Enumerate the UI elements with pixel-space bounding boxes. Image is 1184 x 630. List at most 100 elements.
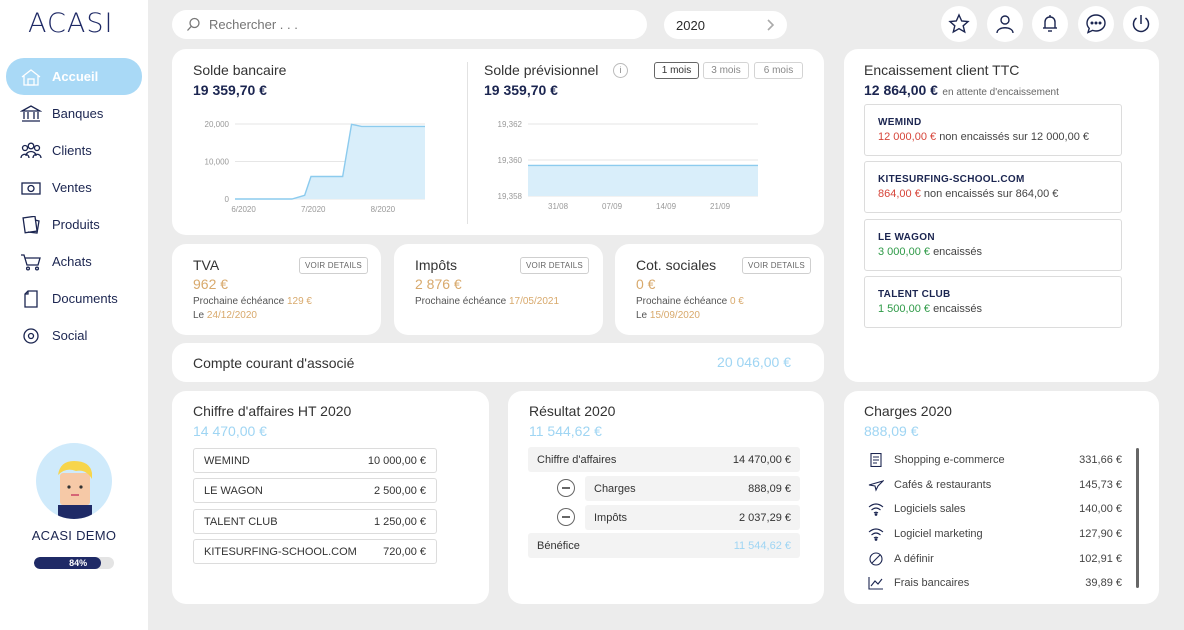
sidebar-item-clients[interactable]: Clients (6, 132, 142, 169)
tab-1-mois[interactable]: 1 mois (654, 62, 699, 79)
list-item[interactable]: Frais bancaires 39,89 € (868, 573, 1122, 593)
search-input[interactable] (209, 17, 609, 32)
x-tick-label: 31/08 (548, 202, 569, 211)
avatar[interactable] (36, 443, 112, 519)
row-name: TALENT CLUB (204, 515, 278, 528)
encaissement-title: Encaissement client TTC (864, 62, 1020, 78)
sidebar-item-label: Documents (52, 291, 118, 306)
row-value: 10 000,00 € (367, 454, 426, 467)
list-item[interactable]: LE WAGON 3 000,00 € encaissés (864, 219, 1122, 271)
list-item[interactable]: Shopping e-commerce 331,66 € (868, 450, 1122, 470)
row-value: 1 250,00 € (374, 515, 426, 528)
impots-echeance-value: 17/05/2021 (508, 296, 560, 307)
cot-date-label: Le (636, 310, 648, 321)
chevron-right-icon[interactable] (765, 19, 775, 31)
profile-name: ACASI DEMO (31, 528, 117, 543)
account-button[interactable] (987, 6, 1023, 42)
list-item[interactable]: TALENT CLUB 1 500,00 € encaissés (864, 276, 1122, 328)
tva-details-button[interactable]: VOIR DETAILS (299, 257, 368, 274)
y-tick-label: 19,360 (498, 156, 523, 165)
client-name: LE WAGON (878, 232, 935, 243)
benefice-label: Bénéfice (537, 539, 580, 552)
sidebar-item-ventes[interactable]: Ventes (6, 169, 142, 206)
sidebar-item-label: Banques (52, 106, 104, 121)
impots-echeance-label: Prochaine échéance (415, 296, 507, 307)
sidebar-item-social[interactable]: Social (6, 317, 142, 354)
logout-button[interactable] (1123, 6, 1159, 42)
ca-label: Chiffre d'affaires (537, 453, 617, 466)
area-fill (235, 124, 425, 199)
wifi-icon (868, 503, 884, 516)
tva-title: TVA (193, 257, 220, 273)
list-item[interactable]: Cafés & restaurants 145,73 € (868, 475, 1122, 495)
list-item[interactable]: WEMIND 12 000,00 € non encaissés sur 12 0… (864, 104, 1122, 156)
encaissement-total: 12 864,00 € en attente d'encaissement (864, 82, 1059, 100)
messages-button[interactable] (1078, 6, 1114, 42)
row-name: LE WAGON (204, 484, 263, 497)
list-item[interactable]: A définir 102,91 € (868, 549, 1122, 569)
tab-3-mois[interactable]: 3 mois (703, 62, 749, 79)
charge-value: 145,73 € (1079, 479, 1122, 491)
client-status: non encaissés sur 12 000,00 € (939, 131, 1090, 143)
table-row[interactable]: TALENT CLUB 1 250,00 € (193, 509, 437, 534)
minus-icon (557, 508, 575, 526)
cash-icon (21, 181, 41, 195)
tva-card (172, 244, 381, 335)
year-value: 2020 (676, 17, 705, 33)
favorites-button[interactable] (941, 6, 977, 42)
divider (467, 62, 468, 224)
home-icon (21, 68, 41, 86)
compte-courant-card[interactable] (172, 343, 824, 382)
table-row[interactable]: LE WAGON 2 500,00 € (193, 478, 437, 503)
sidebar-item-label: Clients (52, 143, 92, 158)
notifications-button[interactable] (1032, 6, 1068, 42)
list-item[interactable]: Logiciel marketing 127,90 € (868, 524, 1122, 544)
table-row[interactable]: KITESURFING-SCHOOL.COM 720,00 € (193, 539, 437, 564)
tab-6-mois[interactable]: 6 mois (754, 62, 803, 79)
list-item[interactable]: Logiciels sales 140,00 € (868, 499, 1122, 519)
receipt-icon (870, 453, 882, 467)
table-row: Impôts 2 037,29 € (585, 505, 800, 530)
list-item[interactable]: KITESURFING-SCHOOL.COM 864,00 € non encai… (864, 161, 1122, 213)
client-status: encaissés (933, 303, 982, 315)
cot-sociales-value: 0 € (636, 276, 656, 292)
charge-value: 102,91 € (1079, 553, 1122, 565)
power-icon (1132, 15, 1150, 33)
wifi-icon (868, 528, 884, 541)
search-bar[interactable] (172, 10, 647, 39)
bell-icon (1043, 15, 1057, 32)
avatar-illustration (58, 461, 92, 519)
tva-date: Le 24/12/2020 (193, 310, 257, 321)
impots-details-button[interactable]: VOIR DETAILS (520, 257, 589, 274)
scrollbar[interactable] (1136, 448, 1139, 588)
charge-name: Shopping e-commerce (894, 454, 1005, 466)
solde-card (172, 49, 824, 235)
y-tick-label: 20,000 (205, 120, 230, 129)
charge-name: Cafés & restaurants (894, 479, 992, 491)
charges-value: 888,09 € (748, 482, 791, 495)
sidebar-item-accueil[interactable]: Accueil (6, 58, 142, 95)
sidebar-item-documents[interactable]: Documents (6, 280, 142, 317)
cart-icon (21, 253, 41, 271)
y-tick-label: 10,000 (205, 158, 230, 167)
impots-label: Impôts (594, 511, 628, 524)
sidebar-nav: Accueil Banques Clients Ventes Produits … (6, 58, 142, 354)
table-row: Charges 888,09 € (585, 476, 800, 501)
client-name: KITESURFING-SCHOOL.COM (878, 174, 1025, 185)
sidebar-item-achats[interactable]: Achats (6, 243, 142, 280)
table-row[interactable]: WEMIND 10 000,00 € (193, 448, 437, 473)
client-amount: 3 000,00 € (878, 246, 930, 258)
cot-sociales-details-button[interactable]: VOIR DETAILS (742, 257, 811, 274)
profile-progress-label: 84% (34, 557, 102, 569)
cot-sociales-title: Cot. sociales (636, 257, 717, 273)
sidebar-item-banques[interactable]: Banques (6, 95, 142, 132)
x-tick-label: 14/09 (656, 202, 677, 211)
row-name: KITESURFING-SCHOOL.COM (204, 545, 357, 558)
client-status: encaissés (933, 246, 982, 258)
info-icon[interactable]: i (613, 63, 628, 78)
sidebar-item-produits[interactable]: Produits (6, 206, 142, 243)
year-selector[interactable]: 2020 (664, 11, 787, 39)
impots-title: Impôts (415, 257, 458, 273)
charge-name: Frais bancaires (894, 577, 970, 589)
logo[interactable]: ACASI (28, 8, 114, 39)
